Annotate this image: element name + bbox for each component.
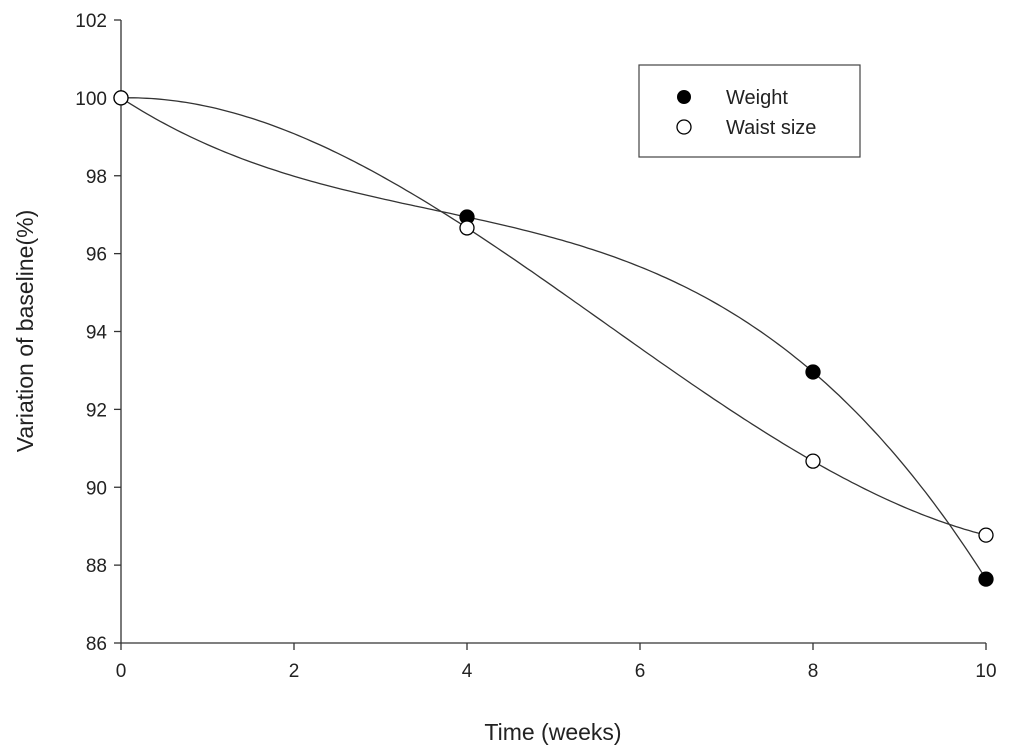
legend-label-waist-size: Waist size [726,117,816,139]
point-waist-size [459,220,475,236]
curve-weight [120,97,987,580]
x-axis-title: Time (weeks) [484,719,621,745]
y-tick-label: 100 [75,89,107,110]
x-tick-label: 10 [975,661,996,682]
y-axis-title: Variation of baseline(%) [12,210,38,452]
point-waist-size [805,453,821,469]
y-tick-label: 90 [86,478,107,499]
y-tick-label: 86 [86,634,107,655]
legend: Weight Waist size [638,64,861,158]
point-waist-size [978,527,994,543]
y-tick-label: 98 [86,167,107,188]
y-tick-label: 94 [86,323,108,344]
y-tick-label: 102 [75,11,107,32]
legend-marker-waist-size [676,119,692,135]
legend-label-weight: Weight [726,87,788,109]
legend-marker-weight [677,90,691,104]
x-tick-label: 2 [289,661,300,682]
point-weight [805,364,821,380]
x-tick-label: 4 [462,661,473,682]
x-tick-label: 0 [116,661,127,682]
data-points [113,90,994,587]
point-weight [978,571,994,587]
y-tick-label: 96 [86,245,107,266]
y-tick-label: 88 [86,556,107,577]
y-tick-label: 92 [86,400,107,421]
x-tick-label: 8 [808,661,819,682]
legend-box [638,64,861,158]
x-tick-label: 6 [635,661,646,682]
point-waist-size [113,90,129,106]
curve-waist-size [120,97,987,536]
axes: 86 88 90 92 94 96 98 100 102 0 2 4 6 8 10 [75,11,996,682]
fit-curves [120,97,987,580]
